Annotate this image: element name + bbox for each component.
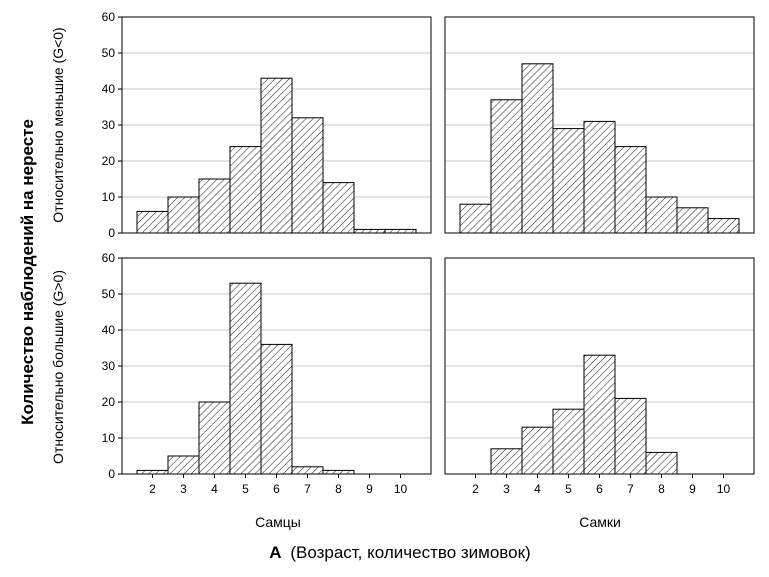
bar [322,182,355,234]
row-label-top: Относительно меньшие (G<0) [50,27,66,222]
bar [614,397,647,475]
bar [645,451,678,475]
y-tick-label: 10 [102,190,116,204]
y-axis-title: Количество наблюдений на нересте [18,119,37,425]
x-tick-label: 6 [596,482,603,496]
y-tick-label: 60 [102,251,116,265]
y-tick-label: 10 [102,431,116,445]
bar [291,117,324,234]
y-tick-label: 30 [102,359,116,373]
x-tick-label: 8 [335,482,342,496]
x-axis-title: A (Возраст, количество зимовок) [269,543,530,562]
bar [521,426,554,475]
bar [490,99,523,234]
x-tick-label: 5 [242,482,249,496]
x-tick-label: 10 [394,482,408,496]
bar [552,408,585,475]
x-tick-label: 10 [717,482,731,496]
bar [645,196,678,234]
column-label-males: Самцы [255,514,301,530]
x-tick-label: 9 [366,482,373,496]
bar [552,128,585,234]
x-tick-label: 7 [627,482,634,496]
bar [260,343,293,475]
x-tick-label: 5 [565,482,572,496]
x-tick-label: 3 [180,482,187,496]
bar [260,77,293,234]
row-label-bottom: Относительно большие (G>0) [50,270,66,464]
y-tick-label: 50 [102,46,116,60]
bar [198,178,231,234]
bar [229,146,262,234]
column-label-females: Самки [579,514,621,530]
panel-bottom-females: 2 3 4 5 6 7 8 9 10 [444,257,755,496]
bar [490,448,523,475]
bar [198,401,231,475]
x-axis-title-prefix: A [269,543,281,562]
bar [291,466,324,475]
bar [583,354,616,475]
y-tick-label: 20 [102,154,116,168]
y-tick-label: 60 [102,10,116,24]
y-tick-label: 50 [102,287,116,301]
x-tick-label: 4 [534,482,541,496]
bar [583,120,616,234]
bar [614,146,647,234]
bar [136,210,169,234]
bar [136,469,169,475]
bar [459,203,492,234]
x-tick-label: 8 [658,482,665,496]
y-tick-label: 0 [108,226,115,240]
x-tick-label: 7 [304,482,311,496]
x-tick-label: 4 [211,482,218,496]
bar [229,282,262,475]
bar [353,228,386,234]
x-tick-label: 2 [472,482,479,496]
bar [167,196,200,234]
bar [676,207,709,234]
x-tick-label: 9 [689,482,696,496]
y-tick-label: 40 [102,323,116,337]
y-tick-label: 40 [102,82,116,96]
x-axis-title-text: (Возраст, количество зимовок) [290,543,530,562]
x-tick-label: 2 [149,482,156,496]
panel-top-females [444,16,755,234]
y-tick-label: 30 [102,118,116,132]
y-tick-label: 20 [102,395,116,409]
panel-frame [444,16,755,234]
panel-bottom-males: 0 10 20 30 40 50 60 2 3 4 5 6 7 8 9 10 [102,251,432,496]
bar [322,469,355,475]
x-tick-label: 6 [273,482,280,496]
bar [707,218,740,234]
bar [167,455,200,475]
y-tick-label: 0 [108,467,115,481]
bar [384,228,417,234]
bar [521,63,554,234]
x-tick-label: 3 [503,482,510,496]
panel-top-males: 0 10 20 30 40 50 60 [102,10,432,240]
